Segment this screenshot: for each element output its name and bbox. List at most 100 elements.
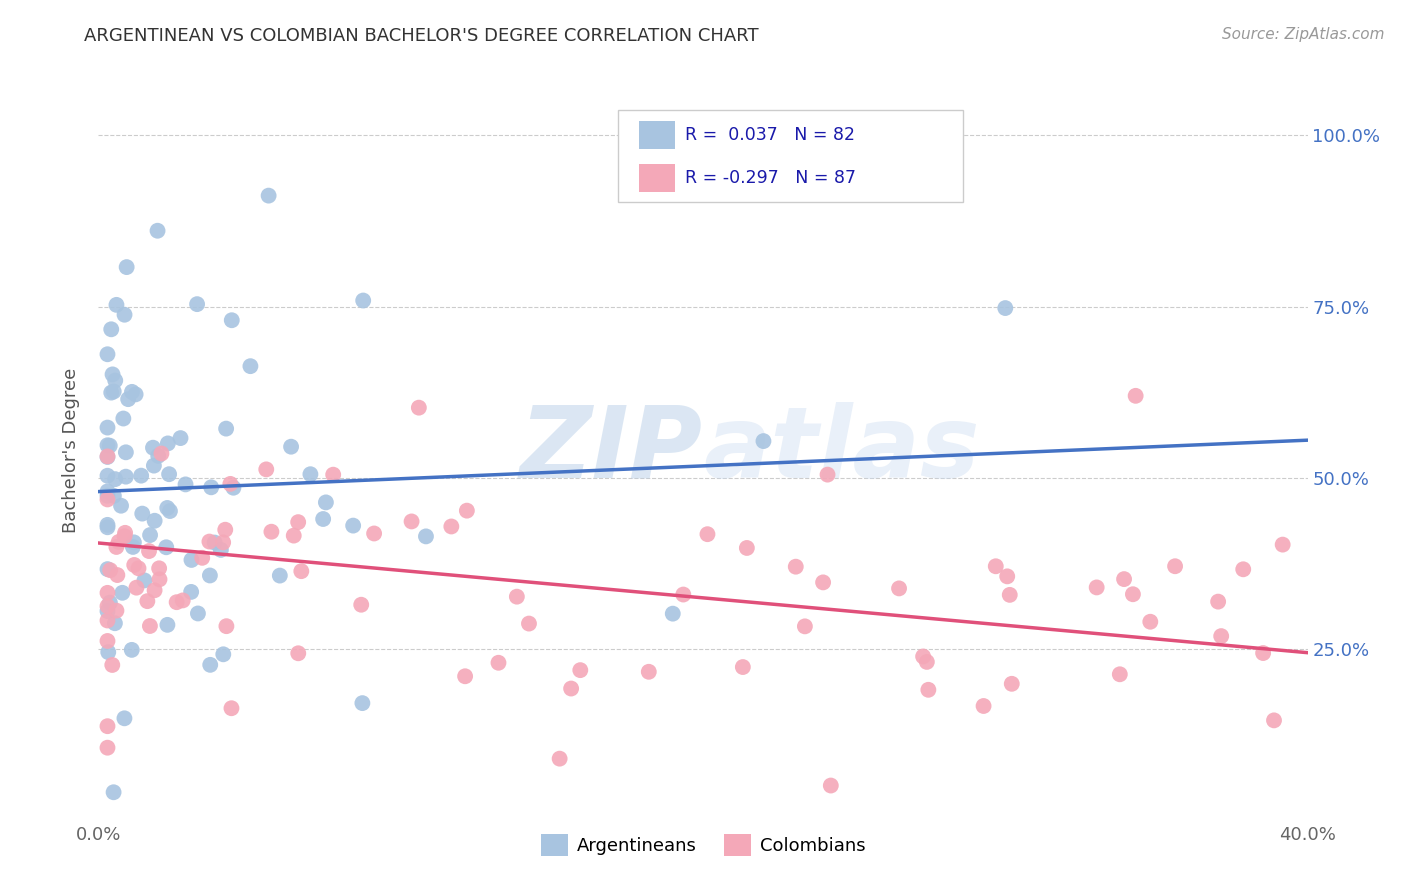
Point [124, 387, 146, 401]
Point [117, 392, 139, 406]
Point [105, 604, 128, 618]
Point [148, 572, 170, 586]
Point [995, 569, 1018, 583]
Point [96, 450, 118, 464]
Point [103, 785, 125, 799]
Point [115, 260, 138, 274]
Point [156, 618, 179, 632]
Point [1164, 559, 1187, 574]
Point [352, 293, 374, 308]
Point [112, 411, 135, 425]
Point [156, 436, 179, 450]
Point [672, 588, 695, 602]
Point [731, 660, 754, 674]
Point [114, 308, 136, 322]
Point [180, 553, 202, 567]
Point [696, 527, 718, 541]
Point [811, 575, 834, 590]
Point [973, 698, 995, 713]
Point [287, 515, 309, 529]
Point [139, 619, 162, 633]
Point [215, 619, 238, 633]
Point [214, 523, 236, 537]
Point [121, 643, 143, 657]
Point [105, 568, 128, 582]
Point [138, 544, 160, 558]
Point [155, 541, 177, 555]
Point [98, 563, 121, 577]
Point [488, 656, 510, 670]
Text: atlas: atlas [703, 402, 980, 499]
Point [785, 559, 807, 574]
Point [96, 740, 118, 755]
Point [1251, 646, 1274, 660]
Point [204, 535, 226, 549]
Point [121, 384, 143, 399]
Point [159, 504, 181, 518]
Point [548, 752, 571, 766]
Point [103, 489, 125, 503]
Point [150, 446, 173, 460]
Point [96, 634, 118, 648]
Point [166, 595, 188, 609]
Point [820, 779, 842, 793]
Point [254, 462, 277, 476]
Point [363, 526, 385, 541]
Point [912, 649, 935, 664]
Point [342, 518, 364, 533]
Point [735, 541, 758, 555]
Point [1125, 389, 1147, 403]
Point [560, 681, 582, 696]
Point [104, 472, 127, 486]
Point [96, 484, 118, 499]
Point [114, 711, 136, 725]
Point [136, 594, 159, 608]
Point [200, 480, 222, 494]
Point [98, 439, 121, 453]
Point [96, 420, 118, 434]
Point [134, 574, 156, 588]
Point [637, 665, 659, 679]
Point [143, 514, 166, 528]
Point [1232, 562, 1254, 576]
Bar [638, 121, 675, 149]
Point [128, 561, 150, 575]
Point [454, 669, 477, 683]
Point [103, 384, 125, 399]
Point [96, 450, 118, 464]
Point [793, 619, 815, 633]
Point [98, 596, 121, 610]
Point [994, 301, 1017, 315]
Point [984, 559, 1007, 574]
Point [212, 535, 235, 549]
Point [96, 520, 118, 534]
Point [186, 297, 208, 311]
Point [115, 445, 138, 459]
Point [125, 581, 148, 595]
Point [1139, 615, 1161, 629]
Point [222, 481, 245, 495]
Point [408, 401, 430, 415]
Point [101, 368, 124, 382]
Point [110, 499, 132, 513]
Point [96, 562, 118, 576]
Point [260, 524, 283, 539]
Point [1263, 714, 1285, 728]
Point [114, 529, 136, 543]
Point [96, 438, 118, 452]
Point [315, 495, 337, 509]
Point [96, 489, 118, 503]
Point [148, 449, 170, 463]
Text: Source: ZipAtlas.com: Source: ZipAtlas.com [1222, 27, 1385, 42]
Point [401, 515, 423, 529]
Point [96, 468, 118, 483]
Point [156, 500, 179, 515]
FancyBboxPatch shape [619, 110, 963, 202]
Point [122, 535, 145, 549]
Y-axis label: Bachelor's Degree: Bachelor's Degree [62, 368, 80, 533]
Point [1085, 581, 1108, 595]
Point [96, 614, 118, 628]
Point [187, 607, 209, 621]
Point [352, 696, 374, 710]
Point [96, 604, 118, 618]
